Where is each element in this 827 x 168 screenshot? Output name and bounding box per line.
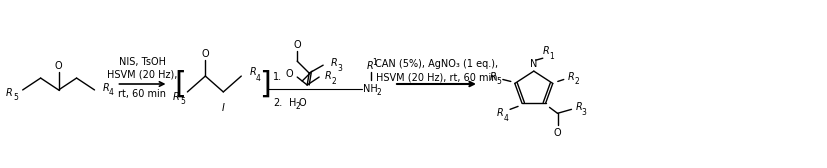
Text: 2: 2 — [376, 88, 381, 97]
Text: ]: ] — [259, 70, 271, 98]
Text: [: [ — [174, 70, 186, 98]
Text: R: R — [103, 83, 109, 93]
Text: 2: 2 — [295, 102, 300, 111]
Text: 1.: 1. — [273, 72, 282, 82]
Text: R: R — [325, 71, 332, 81]
Text: 1: 1 — [373, 58, 377, 67]
Text: 4: 4 — [504, 114, 509, 123]
Text: O: O — [299, 98, 306, 108]
Text: rt, 60 min: rt, 60 min — [118, 89, 166, 99]
Text: 2.: 2. — [273, 98, 283, 108]
Text: R: R — [173, 92, 179, 102]
Text: R: R — [366, 61, 374, 71]
Text: R: R — [497, 108, 504, 118]
Text: O: O — [554, 128, 562, 138]
Text: R: R — [249, 67, 256, 77]
Text: O: O — [294, 40, 301, 50]
Text: N: N — [530, 59, 538, 69]
Text: HSVM (20 Hz), rt, 60 min: HSVM (20 Hz), rt, 60 min — [375, 72, 497, 82]
Text: R: R — [567, 72, 574, 81]
Text: 2: 2 — [575, 77, 579, 86]
Text: H: H — [289, 98, 297, 108]
Text: R: R — [543, 46, 549, 56]
Text: 5: 5 — [14, 93, 19, 102]
Text: R: R — [576, 102, 582, 112]
Text: 4: 4 — [256, 74, 261, 82]
Text: R: R — [6, 88, 12, 98]
Text: O: O — [285, 69, 294, 79]
Text: I: I — [222, 103, 225, 113]
Text: 5: 5 — [180, 97, 185, 106]
Text: O: O — [202, 49, 209, 59]
Text: CAN (5%), AgNO₃ (1 eq.),: CAN (5%), AgNO₃ (1 eq.), — [375, 59, 498, 69]
Text: NIS, TsOH: NIS, TsOH — [119, 57, 166, 67]
Text: R: R — [331, 58, 338, 68]
Text: 1: 1 — [549, 52, 554, 61]
Text: 4: 4 — [108, 88, 113, 97]
Text: 2: 2 — [331, 77, 336, 86]
Text: NH: NH — [363, 84, 377, 94]
Text: O: O — [55, 61, 62, 71]
Text: 5: 5 — [496, 77, 501, 86]
Text: 3: 3 — [581, 108, 586, 117]
Text: R: R — [490, 72, 496, 81]
Text: 3: 3 — [337, 64, 342, 73]
Text: HSVM (20 Hz),: HSVM (20 Hz), — [108, 69, 178, 79]
